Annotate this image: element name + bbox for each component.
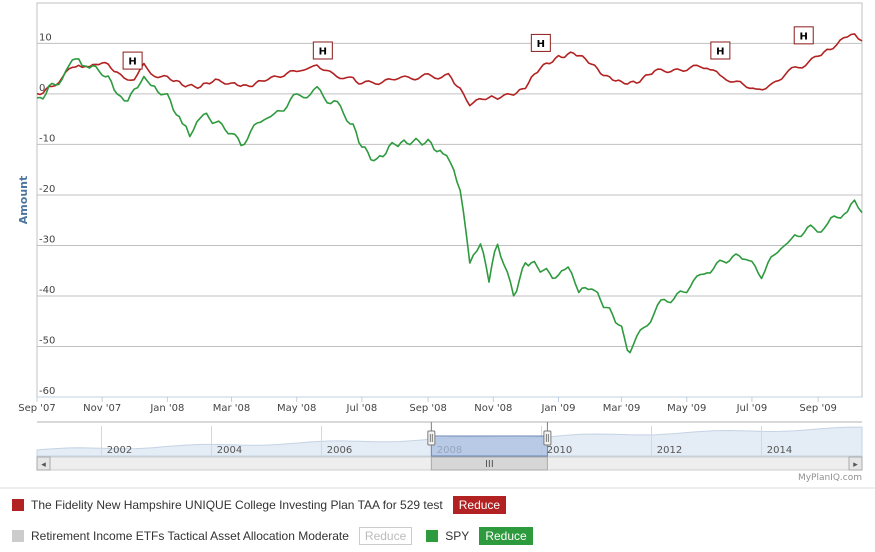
x-tick-label: Jan '08 <box>149 403 184 414</box>
reduce-button-fidelity[interactable]: Reduce <box>452 496 507 514</box>
x-tick-label: May '09 <box>667 403 706 414</box>
x-axis: Sep '07 Nov '07 Jan '08 Mar '08 May '08 Jul '… <box>18 396 862 414</box>
flag-box[interactable] <box>530 33 551 52</box>
navigator-year-label: 2002 <box>107 445 132 456</box>
flag-h[interactable]: H <box>122 51 143 70</box>
grid-lines <box>36 2 863 398</box>
flag-box[interactable] <box>793 26 814 45</box>
x-tick-label: Nov '07 <box>83 403 121 414</box>
x-tick-label: Nov '08 <box>474 403 512 414</box>
navigator-year-label: 2006 <box>327 445 352 456</box>
x-tick-label: Jan '09 <box>540 403 575 414</box>
y-tick-label: 10 <box>39 32 52 43</box>
y-tick-label: -20 <box>39 184 55 195</box>
handle-box[interactable] <box>543 430 552 446</box>
series-lines <box>36 33 863 354</box>
flag-label[interactable]: H <box>537 39 545 50</box>
flag-h[interactable]: H <box>793 26 814 45</box>
legend-label-retirement[interactable]: Retirement Income ETFs Tactical Asset Al… <box>31 529 349 543</box>
navigator-handle-right[interactable] <box>543 430 552 446</box>
chart: 10 0 -10 -20 -30 -40 -50 -60 Amount Sep '07 Nov … <box>0 2 875 489</box>
legend-swatch-spy <box>426 530 439 542</box>
reduce-button-retirement[interactable]: Reduce <box>358 527 413 545</box>
arrow-right-icon[interactable]: ▸ <box>853 460 858 470</box>
y-tick-label: -10 <box>39 133 55 144</box>
legend-item-retirement: Retirement Income ETFs Tactical Asset Al… <box>12 526 533 546</box>
flag-h[interactable]: H <box>312 41 333 60</box>
flag-h[interactable]: H <box>710 41 731 60</box>
legend-label-fidelity[interactable]: The Fidelity New Hampshire UNIQUE Colleg… <box>31 498 443 512</box>
legend-item-fidelity: The Fidelity New Hampshire UNIQUE Colleg… <box>12 495 507 515</box>
navigator[interactable]: 2002200420062008201020122014III◂▸ <box>0 421 875 489</box>
legend-swatch-fidelity <box>12 499 24 511</box>
reduce-button-spy[interactable]: Reduce <box>479 527 533 545</box>
series-line-fidelity[interactable] <box>36 33 863 107</box>
flag-label[interactable]: H <box>319 46 327 57</box>
flag-h[interactable]: H <box>530 33 551 52</box>
navigator-year-label: 2014 <box>767 445 792 456</box>
scrollbar-right-button[interactable] <box>848 456 863 471</box>
flag-label[interactable]: H <box>800 31 808 42</box>
scrollbar-left-button[interactable] <box>36 456 51 471</box>
series-line-spy[interactable] <box>36 58 863 354</box>
x-tick-label: Jul '08 <box>346 403 378 414</box>
y-tick-label: -30 <box>39 234 55 245</box>
flag-label[interactable]: H <box>128 57 136 68</box>
scrollbar-grip[interactable]: III <box>485 459 494 470</box>
y-axis-title: Amount <box>17 176 30 224</box>
y-tick-label: -60 <box>39 386 55 397</box>
flag-box[interactable] <box>122 51 143 70</box>
legend-label-spy[interactable]: SPY <box>445 529 470 543</box>
y-axis: 10 0 -10 -20 -30 -40 -50 -60 <box>39 32 55 397</box>
navigator-handle-left[interactable] <box>427 430 436 446</box>
navigator-selection[interactable] <box>430 435 548 457</box>
x-tick-label: Jul '09 <box>736 403 768 414</box>
y-tick-label: -40 <box>39 285 55 296</box>
y-tick-label: 0 <box>39 83 45 94</box>
navigator-year-label: 2012 <box>657 445 682 456</box>
x-tick-label: Sep '09 <box>799 403 837 414</box>
flag-box[interactable] <box>710 41 731 60</box>
y-tick-label: -50 <box>39 335 55 346</box>
flag-markers: H H H H H <box>122 26 814 70</box>
legend-swatch-retirement <box>12 530 24 542</box>
x-tick-label: Sep '08 <box>409 403 447 414</box>
navigator-year-label: 2004 <box>217 445 242 456</box>
credit-label[interactable]: MyPlanIQ.com <box>798 473 862 483</box>
x-tick-label: Mar '09 <box>603 403 641 414</box>
flag-label[interactable]: H <box>716 46 724 57</box>
x-tick-label: Sep '07 <box>18 403 56 414</box>
scrollbar-thumb[interactable] <box>430 456 548 471</box>
plot-area <box>36 2 863 398</box>
arrow-left-icon[interactable]: ◂ <box>41 460 46 470</box>
x-tick-label: Mar '08 <box>213 403 251 414</box>
handle-box[interactable] <box>427 430 436 446</box>
navigator-year-label: 2010 <box>547 445 572 456</box>
flag-box[interactable] <box>312 41 333 60</box>
x-tick-label: May '08 <box>277 403 316 414</box>
